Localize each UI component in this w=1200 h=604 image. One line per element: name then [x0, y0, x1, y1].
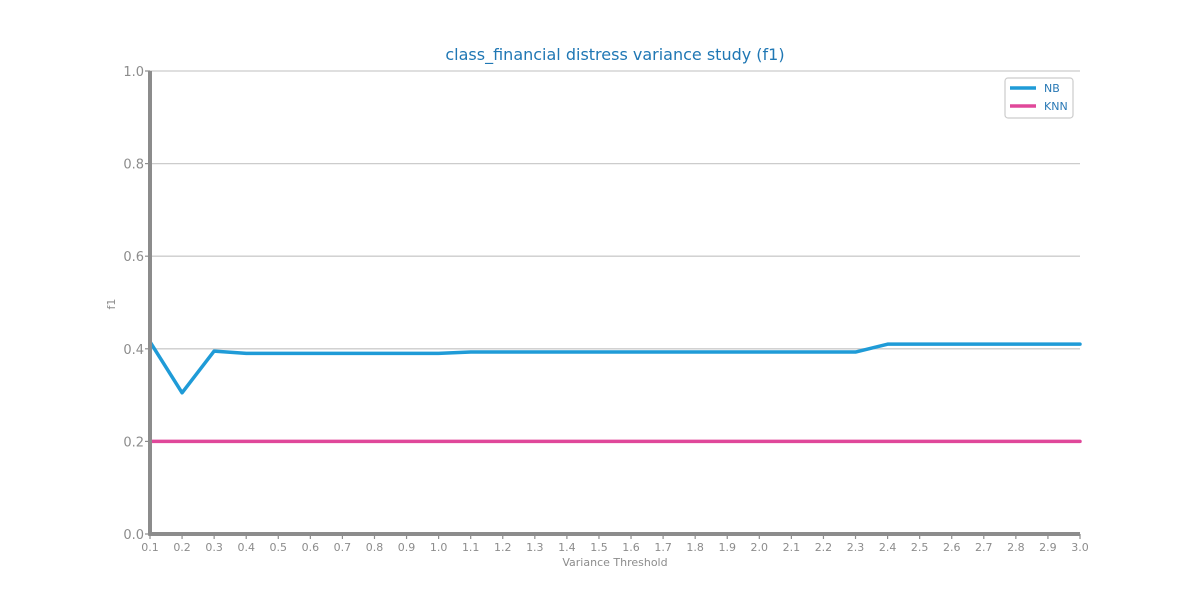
axes [145, 70, 1081, 539]
x-tick-label: 1.3 [526, 541, 544, 554]
x-tick-label: 2.9 [1039, 541, 1057, 554]
x-tick-label: 2.8 [1007, 541, 1025, 554]
legend-label-knn: KNN [1044, 100, 1068, 113]
x-tick-label: 1.6 [622, 541, 640, 554]
legend-label-nb: NB [1044, 82, 1060, 95]
x-tick-label: 2.3 [847, 541, 865, 554]
y-tick-label: 0.4 [123, 343, 144, 358]
y-tick-label: 1.0 [123, 65, 144, 80]
x-tick-label: 2.5 [911, 541, 929, 554]
x-tick-label: 2.0 [751, 541, 769, 554]
y-tick-label: 0.8 [123, 158, 144, 173]
x-tick-label: 0.8 [366, 541, 384, 554]
chart-title: class_financial distress variance study … [445, 45, 784, 65]
y-tick-label: 0.6 [123, 250, 144, 265]
x-axis-label: Variance Threshold [562, 556, 667, 569]
x-tick-label: 1.5 [590, 541, 608, 554]
x-tick-label: 0.2 [173, 541, 191, 554]
x-tick-label: 0.3 [205, 541, 223, 554]
x-tick-label: 1.0 [430, 541, 448, 554]
x-tick-label: 1.8 [686, 541, 704, 554]
x-tick-label: 1.9 [718, 541, 736, 554]
y-tick-label: 0.0 [123, 528, 144, 543]
x-tick-label: 1.7 [654, 541, 672, 554]
x-tick-label: 0.4 [237, 541, 255, 554]
y-tick-label: 0.2 [123, 435, 144, 450]
x-tick-label: 2.1 [783, 541, 801, 554]
x-tick-label: 1.2 [494, 541, 512, 554]
x-tick-label: 2.4 [879, 541, 897, 554]
x-tick-labels: 0.1 0.2 0.3 0.4 0.5 0.6 0.7 0.8 0.9 1.0 1.1 1.2 1.3 1… [141, 541, 1089, 554]
grid-lines [150, 70, 1080, 443]
x-tick-label: 1.1 [462, 541, 480, 554]
x-tick-label: 2.6 [943, 541, 961, 554]
y-tick-labels: 0.0 0.2 0.4 0.6 0.8 1.0 [123, 65, 144, 543]
x-tick-label: 0.7 [334, 541, 352, 554]
x-tick-label: 2.7 [975, 541, 993, 554]
x-tick-label: 2.2 [815, 541, 833, 554]
x-tick-label: 0.1 [141, 541, 159, 554]
x-tick-label: 0.5 [270, 541, 288, 554]
legend: NB KNN [1004, 77, 1074, 119]
x-tick-label: 0.6 [302, 541, 320, 554]
x-tick-label: 3.0 [1071, 541, 1089, 554]
x-tick-label: 1.4 [558, 541, 576, 554]
x-tick-label: 0.9 [398, 541, 416, 554]
series-line-nb [148, 340, 1082, 395]
series-lines [148, 340, 1082, 444]
y-axis-label: f1 [105, 299, 118, 310]
